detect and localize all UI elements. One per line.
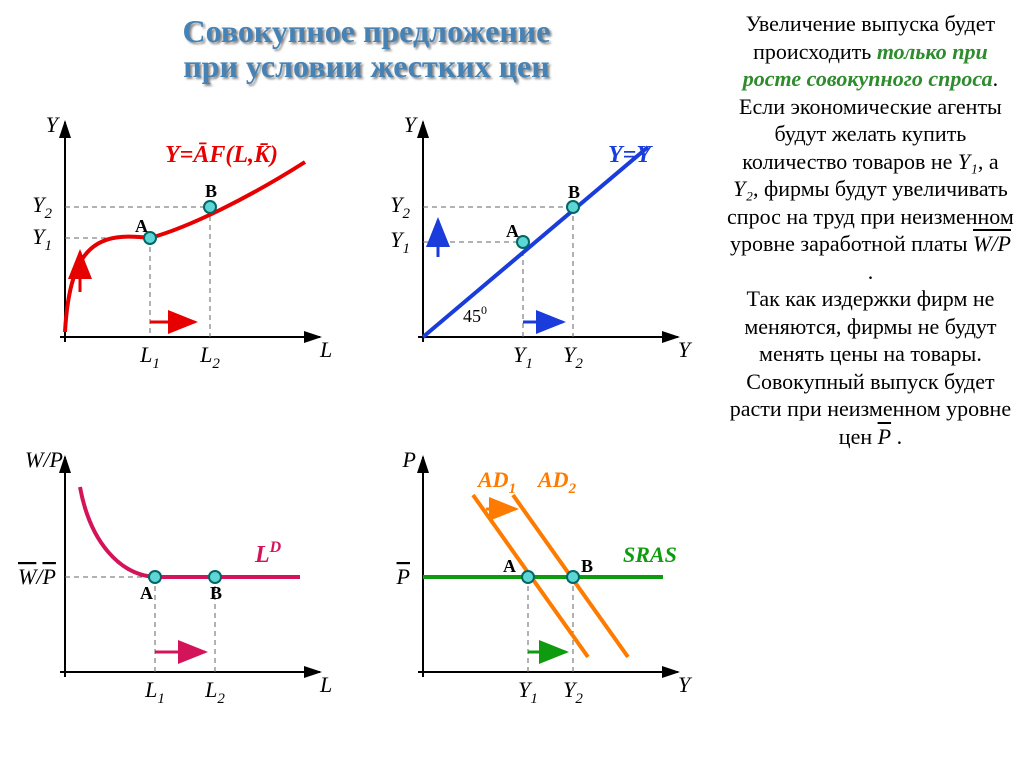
left-panel: Совокупное предложение при условии жестк… — [10, 10, 723, 757]
svg-text:Y1: Y1 — [519, 677, 539, 707]
svg-text:Y=Y: Y=Y — [608, 142, 653, 168]
svg-text:W/P: W/P — [18, 564, 56, 589]
charts-grid: Y L Y2 Y1 L1 L2 A B Y=ĀF(L,K̄) — [10, 92, 723, 757]
chart-labor-demand: W/P L W/P L1 L2 A B LD — [10, 427, 364, 757]
svg-text:450: 450 — [463, 303, 487, 326]
svg-text:Y: Y — [46, 112, 61, 137]
text-l4: , а — [978, 149, 999, 174]
page-title: Совокупное предложение при условии жестк… — [10, 14, 723, 84]
svg-text:B: B — [568, 182, 580, 202]
svg-text:Y1: Y1 — [32, 224, 52, 254]
svg-text:Y: Y — [404, 112, 419, 137]
chart-production-function: Y L Y2 Y1 L1 L2 A B Y=ĀF(L,K̄) — [10, 92, 364, 422]
svg-text:B: B — [205, 181, 217, 201]
svg-text:Y1: Y1 — [391, 227, 411, 257]
chart-sras-ad: P Y P Y1 Y2 A B AD1 AD2 SRAS — [368, 427, 722, 757]
svg-text:A: A — [140, 583, 153, 603]
svg-text:L2: L2 — [204, 677, 225, 707]
svg-text:AD1: AD1 — [476, 467, 516, 497]
svg-text:B: B — [581, 556, 593, 576]
chart-45-degree: Y Y Y2 Y1 Y1 Y2 A B 450 Y=Y — [368, 92, 722, 422]
svg-text:L2: L2 — [199, 342, 220, 372]
text-l5: , фирмы будут увеличивать спрос на труд … — [727, 176, 1014, 256]
svg-text:SRAS: SRAS — [623, 542, 677, 567]
svg-text:Y2: Y2 — [32, 192, 52, 222]
svg-text:Y2: Y2 — [564, 677, 584, 707]
text-l6: . — [868, 259, 874, 284]
svg-text:P: P — [396, 564, 410, 589]
title-line-1: Совокупное предложение — [183, 13, 551, 49]
text-l8: . — [891, 424, 902, 449]
explanation-text: Увеличение выпуска будет происходить тол… — [723, 10, 1014, 757]
svg-text:Y1: Y1 — [514, 342, 534, 372]
svg-text:Y: Y — [678, 337, 693, 362]
svg-text:Y=ĀF(L,K̄): Y=ĀF(L,K̄) — [165, 142, 278, 168]
svg-text:P: P — [402, 447, 416, 472]
svg-text:AD2: AD2 — [536, 467, 577, 497]
svg-text:Y2: Y2 — [391, 192, 411, 222]
svg-text:Y2: Y2 — [564, 342, 584, 372]
svg-text:L: L — [319, 672, 332, 697]
text-l7: Так как издержки фирм не меняются, фирмы… — [730, 286, 1011, 449]
svg-text:L1: L1 — [144, 677, 165, 707]
svg-text:A: A — [503, 556, 516, 576]
text-wp: W/P — [973, 231, 1011, 256]
svg-text:LD: LD — [254, 539, 282, 568]
svg-text:L1: L1 — [139, 342, 160, 372]
svg-text:A: A — [135, 216, 148, 236]
svg-text:W/P: W/P — [25, 447, 63, 472]
text-pbar: P — [878, 424, 891, 449]
svg-text:A: A — [506, 221, 519, 241]
title-line-2: при условии жестких цен — [183, 48, 549, 84]
svg-text:L: L — [319, 337, 332, 362]
text-y2: Y₂ — [733, 176, 753, 201]
text-y1: Y₁ — [958, 149, 978, 174]
svg-text:B: B — [210, 583, 222, 603]
svg-text:Y: Y — [678, 672, 693, 697]
